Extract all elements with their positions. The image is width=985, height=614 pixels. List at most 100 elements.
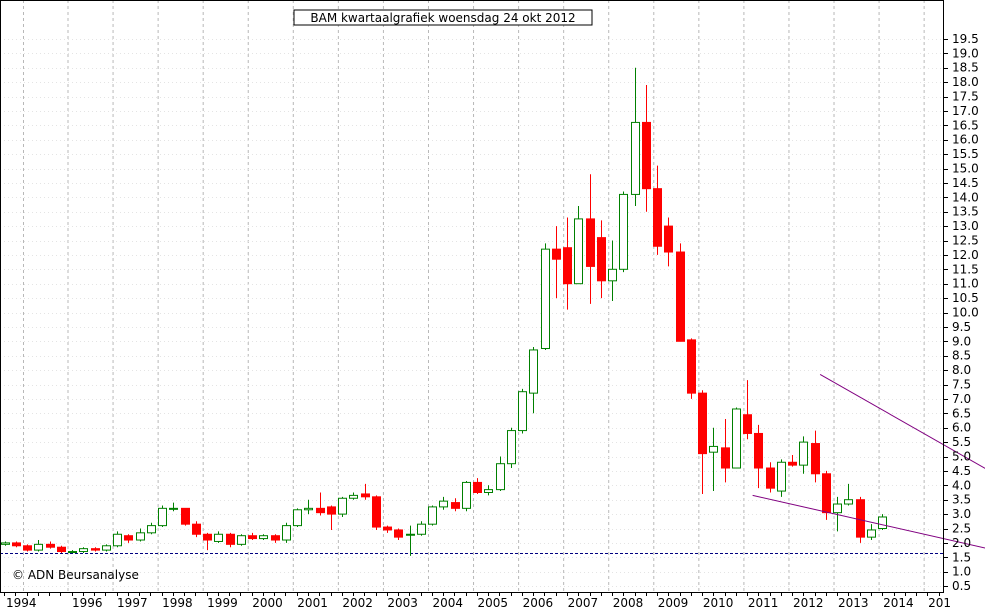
y-tick-label: 3.0: [952, 507, 971, 521]
candle-body: [766, 467, 775, 489]
candle-body: [124, 535, 133, 541]
candle-body: [844, 499, 853, 505]
candle-body: [631, 121, 640, 195]
candle-body: [192, 523, 201, 535]
y-tick-label: 15.5: [952, 147, 979, 161]
y-tick-label: 19.5: [952, 32, 979, 46]
candle-body: [507, 430, 516, 465]
y-tick-label: 3.5: [952, 493, 971, 507]
candle-body: [181, 507, 190, 525]
y-tick-label: 13.0: [952, 219, 979, 233]
candle-body: [68, 551, 77, 554]
x-year-label: 2007: [568, 596, 599, 610]
candle-body: [811, 443, 820, 475]
candle-body: [878, 516, 887, 529]
candle-body: [552, 248, 561, 260]
candle-body: [619, 193, 628, 270]
x-year-label: 2003: [387, 596, 418, 610]
x-year-label: 2013: [838, 596, 869, 610]
candle-body: [586, 218, 595, 267]
y-tick-label: 17.5: [952, 90, 979, 104]
y-tick-label: 12.5: [952, 234, 979, 248]
candle-body: [721, 447, 730, 469]
x-year-label: 1999: [207, 596, 238, 610]
candle-body: [856, 499, 865, 538]
y-tick-label: 12.0: [952, 248, 979, 262]
candle-body: [687, 339, 696, 394]
candle-body: [484, 489, 493, 493]
candle-body: [833, 503, 842, 514]
candle-body: [563, 247, 572, 285]
candle-body: [777, 461, 786, 492]
candle-body: [496, 463, 505, 491]
candle-body: [349, 494, 358, 499]
x-year-label: 2012: [793, 596, 824, 610]
candle-body: [653, 188, 662, 247]
candle-body: [248, 535, 257, 540]
candle-body: [867, 529, 876, 538]
x-year-label: 2010: [703, 596, 734, 610]
trendline: [752, 494, 985, 549]
candle-body: [361, 493, 370, 498]
y-tick-label: 5.5: [952, 435, 971, 449]
x-year-label: 2001: [297, 596, 328, 610]
candle-body: [664, 225, 673, 253]
candle-body: [597, 237, 606, 282]
candle-body: [12, 542, 21, 547]
candle-body: [316, 507, 325, 514]
x-year-label: 2004: [432, 596, 463, 610]
y-tick-label: 15.0: [952, 162, 979, 176]
candle-body: [732, 408, 741, 469]
y-tick-label: 14.5: [952, 176, 979, 190]
candle-body: [169, 507, 178, 510]
x-year-label: 1994: [6, 596, 37, 610]
y-tick-label: 6.5: [952, 406, 971, 420]
x-year-label: 2002: [342, 596, 373, 610]
candle-body: [259, 535, 268, 540]
y-tick-label: 1.5: [952, 550, 971, 564]
x-year-label: 2008: [613, 596, 644, 610]
trendline-layer: w'w: [752, 373, 985, 549]
y-tick-label: 18.0: [952, 75, 979, 89]
candle-body: [417, 523, 426, 535]
y-tick-label: 2.5: [952, 522, 971, 536]
x-year-label: 2006: [523, 596, 554, 610]
y-tick-label: 11.5: [952, 262, 979, 276]
candle-body: [304, 507, 313, 511]
candle-body: [608, 268, 617, 282]
candle-body: [102, 545, 111, 551]
candle-body: [147, 525, 156, 534]
candle-layer: [1, 67, 887, 556]
candle-body: [214, 533, 223, 542]
y-tick-label: 4.5: [952, 464, 971, 478]
x-year-label: 2011: [748, 596, 779, 610]
candle-body: [743, 414, 752, 434]
candle-body: [293, 509, 302, 527]
plot-frame: [0, 0, 944, 593]
candle-body: [473, 481, 482, 494]
candle-body: [91, 548, 100, 551]
chart-title: BAM kwartaalgrafiek woensdag 24 okt 2012: [310, 11, 575, 25]
candle-body: [529, 349, 538, 394]
candle-body: [642, 121, 651, 190]
x-year-label: 2009: [658, 596, 689, 610]
label-layer: BAM kwartaalgrafiek woensdag 24 okt 2012…: [12, 9, 593, 582]
candle-body: [822, 473, 831, 514]
candle-body: [698, 392, 707, 455]
x-year-label: 1996: [72, 596, 103, 610]
y-tick-label: 11.0: [952, 277, 979, 291]
candle-body: [541, 248, 550, 349]
y-tick-label: 16.5: [952, 118, 979, 132]
y-tick-label: 10.5: [952, 291, 979, 305]
x-year-label: 2014: [883, 596, 914, 610]
candle-body: [754, 432, 763, 469]
candle-body: [282, 525, 291, 541]
y-tick-label: 0.5: [952, 579, 971, 593]
candle-body: [327, 506, 336, 515]
y-tick-label: 7.0: [952, 392, 971, 406]
y-tick-label: 8.5: [952, 349, 971, 363]
candle-body: [451, 502, 460, 509]
candle-body: [709, 445, 718, 453]
